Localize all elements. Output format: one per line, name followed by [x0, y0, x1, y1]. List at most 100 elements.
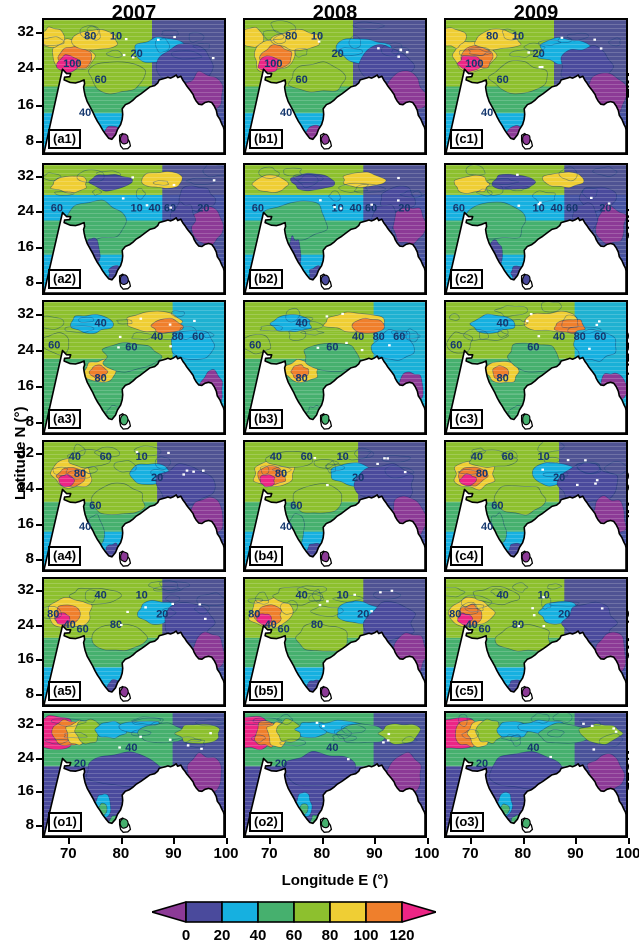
panel-label: (c5): [450, 681, 484, 701]
svg-text:40: 40: [349, 202, 361, 214]
svg-text:40: 40: [79, 521, 91, 533]
y-tick-label: 16: [17, 376, 34, 394]
svg-text:60: 60: [125, 342, 137, 354]
svg-text:40: 40: [265, 619, 277, 631]
map-panel-a5[interactable]: 80 40 10 20 40 60 80 (a5): [42, 577, 226, 707]
x-tick-mark: [522, 838, 525, 844]
map-panel-b1[interactable]: 80 10 20 60 40 100 (b1): [243, 18, 427, 155]
y-tick-label: 8: [25, 816, 34, 834]
svg-text:10: 10: [331, 202, 343, 214]
svg-text:40: 40: [280, 521, 292, 533]
svg-text:40: 40: [550, 202, 562, 214]
panel-label: (c3): [450, 409, 484, 429]
map-panel-o2[interactable]: 40 20 (o2): [243, 711, 427, 838]
x-tick-mark: [374, 838, 377, 844]
y-tick-mark: [36, 313, 42, 316]
svg-text:60: 60: [277, 623, 289, 635]
y-tick-mark: [36, 349, 42, 352]
x-tick-label: 90: [567, 845, 584, 862]
map-panel-a3[interactable]: 40 60 60 40 80 60 80 (a3): [42, 300, 226, 435]
y-tick-label: 32: [17, 304, 34, 322]
svg-text:40: 40: [94, 590, 106, 602]
panel-label: (a4): [48, 546, 82, 566]
map-panel-b3[interactable]: 40 60 60 40 80 60 80 (b3): [243, 300, 427, 435]
map-panel-c2[interactable]: 60 10 40 60 20 (c2): [444, 163, 628, 295]
y-tick-label: 24: [17, 59, 34, 77]
panel-label: (o3): [450, 812, 484, 832]
panel-label: (c1): [450, 129, 484, 149]
svg-text:40: 40: [151, 331, 163, 343]
x-tick-label: 80: [112, 845, 130, 862]
map-panel-o3[interactable]: 40 20 (o3): [444, 711, 628, 838]
map-panel-b5[interactable]: 80 40 10 20 40 60 80 (b5): [243, 577, 427, 707]
svg-text:80: 80: [486, 30, 498, 42]
y-tick-mark: [36, 791, 42, 794]
svg-text:60: 60: [478, 623, 490, 635]
svg-text:100: 100: [465, 58, 483, 70]
y-tick-mark: [36, 723, 42, 726]
x-tick-label: 70: [461, 845, 479, 862]
map-panel-c1[interactable]: 80 10 20 60 40 100 (c1): [444, 18, 628, 155]
svg-text:20: 20: [357, 609, 369, 621]
svg-text:60: 60: [594, 331, 606, 343]
x-tick-label: 100: [213, 845, 239, 862]
svg-text:60: 60: [453, 202, 465, 214]
svg-text:40: 40: [496, 590, 508, 602]
x-tick-mark: [575, 838, 578, 844]
colorbar-tick-label: 100: [353, 927, 379, 944]
svg-text:80: 80: [275, 468, 287, 480]
y-tick-label: 16: [17, 95, 34, 113]
x-tick-label: 80: [514, 845, 532, 862]
svg-text:60: 60: [326, 342, 338, 354]
svg-text:20: 20: [275, 758, 287, 770]
map-panel-c4[interactable]: 40 60 10 80 20 60 40 (c4): [444, 440, 628, 572]
map-panel-a1[interactable]: 80 10 20 60 40 100 (a1): [42, 18, 226, 155]
svg-text:20: 20: [74, 758, 86, 770]
svg-text:40: 40: [481, 521, 493, 533]
svg-text:80: 80: [94, 372, 106, 384]
svg-text:60: 60: [496, 74, 508, 86]
svg-text:10: 10: [110, 30, 122, 42]
svg-text:60: 60: [290, 500, 302, 512]
map-panel-c3[interactable]: 40 60 60 40 80 60 80 (c3): [444, 300, 628, 435]
svg-text:40: 40: [94, 318, 106, 330]
map-panel-b2[interactable]: 60 10 40 60 20 (b2): [243, 163, 427, 295]
svg-text:40: 40: [295, 590, 307, 602]
y-tick-mark: [36, 694, 42, 696]
svg-text:40: 40: [553, 331, 565, 343]
y-tick-mark: [36, 385, 42, 388]
y-tick-label: 16: [17, 650, 34, 668]
panel-label: (b5): [249, 681, 283, 701]
y-tick-mark: [36, 453, 42, 456]
svg-text:40: 40: [64, 619, 76, 631]
x-tick-label: 80: [313, 845, 331, 862]
y-tick-label: 16: [17, 514, 34, 532]
y-tick-label: 16: [17, 782, 34, 800]
x-tick-mark: [628, 838, 630, 844]
svg-text:10: 10: [337, 590, 349, 602]
svg-text:40: 40: [496, 318, 508, 330]
y-tick-mark: [36, 488, 42, 491]
svg-text:80: 80: [574, 331, 586, 343]
map-panel-a4[interactable]: 40 60 10 80 20 60 40 (a4): [42, 440, 226, 572]
y-tick-mark: [36, 281, 42, 284]
map-panel-b4[interactable]: 40 60 10 80 20 60 40 (b4): [243, 440, 427, 572]
x-tick-label: 90: [165, 845, 182, 862]
svg-text:40: 40: [280, 107, 292, 119]
y-tick-label: 8: [25, 685, 34, 702]
svg-text:80: 80: [449, 609, 461, 621]
svg-text:80: 80: [373, 331, 385, 343]
panel-label: (o1): [48, 812, 82, 832]
svg-text:100: 100: [264, 58, 282, 70]
y-tick-label: 16: [17, 237, 34, 255]
svg-text:10: 10: [532, 202, 544, 214]
svg-text:60: 60: [89, 500, 101, 512]
y-tick-mark: [36, 246, 42, 249]
svg-text:60: 60: [249, 340, 261, 352]
panel-label: (a2): [48, 269, 82, 289]
colorbar-tick-label: 20: [213, 927, 231, 944]
map-panel-o1[interactable]: 40 20 (o1): [42, 711, 226, 838]
svg-text:60: 60: [94, 74, 106, 86]
